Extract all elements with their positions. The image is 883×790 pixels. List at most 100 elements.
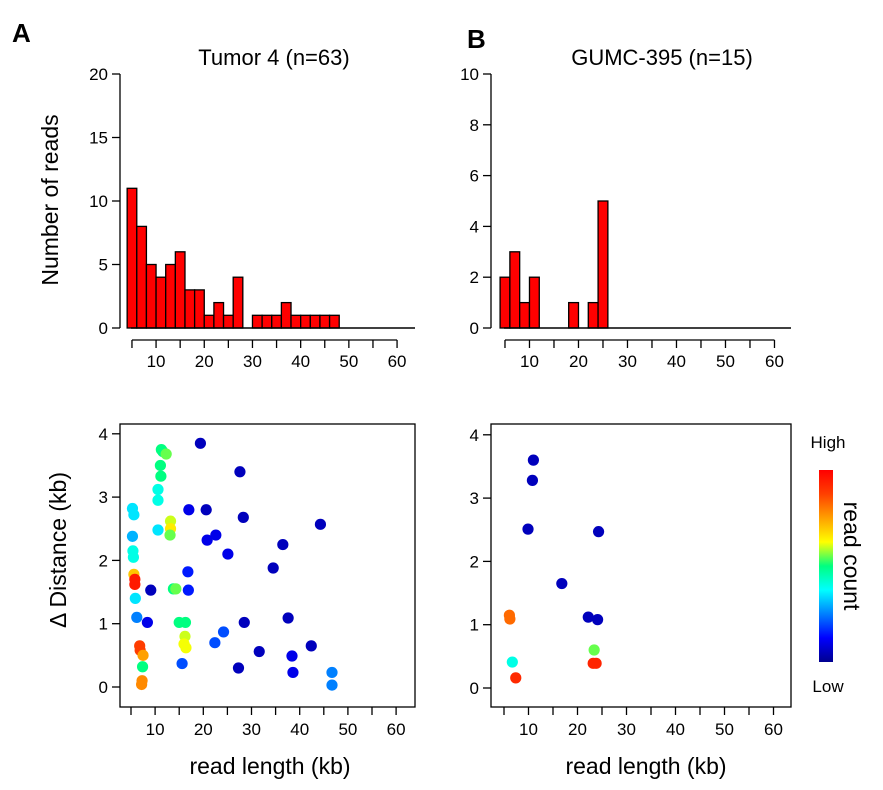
hist-a-y-tick-label: 5	[99, 256, 108, 275]
scatter-a-point	[277, 538, 289, 551]
colorbar-high-label: High	[811, 433, 846, 452]
hist-a-title: Tumor 4 (n=63)	[198, 45, 349, 70]
scatter-a-point	[232, 662, 245, 674]
hist-a-bar	[145, 263, 157, 329]
scatter-a-y-tick-label: 0	[99, 678, 108, 697]
scatter-a-point	[126, 530, 139, 542]
scatter-a-point	[182, 584, 194, 596]
scatter-b-x-tick-label: 40	[666, 720, 685, 739]
colorbar-title: read count	[839, 502, 865, 611]
histogram-tumor4: 0 5 10 15 20 10 20 30 40 50 60	[89, 65, 415, 371]
scatter-a-point	[170, 583, 182, 595]
scatter-b-point	[510, 672, 522, 684]
hist-a-y-tick-label: 15	[89, 129, 108, 148]
scatter-b-xlabel: read length (kb)	[565, 753, 726, 779]
scatter-a-y-tick-label: 2	[99, 551, 108, 570]
histogram-gumc395: 0 2 4 6 8 10 10 20 30 40 50 60	[460, 65, 791, 371]
scatter-a-x-tick-label: 30	[242, 720, 261, 739]
hist-a-bar	[280, 301, 292, 329]
scatter-a-point	[305, 640, 317, 652]
hist-a-bar	[203, 314, 215, 329]
scatter-b-point	[556, 577, 568, 590]
hist-a-bar	[271, 314, 283, 329]
hist-a-bar	[232, 276, 244, 329]
scatter-a-point	[287, 666, 299, 679]
scatter-a-point	[182, 566, 194, 578]
scatter-b-point	[506, 656, 518, 668]
scatter-b-x-tick-label: 10	[519, 720, 538, 739]
scatter-a-point	[201, 534, 213, 546]
scatter-tumor4: 0 1 2 3 4 10 20 30 40 50 60	[99, 423, 416, 739]
scatter-a-point	[152, 483, 164, 496]
colorbar-low-label: Low	[812, 677, 844, 696]
hist-a-bar	[300, 314, 311, 329]
scatter-a-point	[217, 626, 230, 638]
scatter-a-point	[286, 650, 298, 662]
scatter-a-point	[155, 470, 167, 482]
hist-b-y-tick-label: 0	[470, 319, 479, 338]
scatter-b-x-tick-label: 60	[764, 720, 783, 739]
scatter-a-point	[164, 529, 176, 541]
hist-a-x-tick-label: 30	[243, 352, 262, 371]
scatter-a-point	[282, 612, 294, 624]
scatter-a-point	[237, 511, 249, 523]
scatter-b-y-tick-label: 0	[470, 679, 479, 698]
scatter-a-point	[253, 645, 265, 658]
hist-b-y-tick-label: 2	[470, 268, 479, 287]
hist-a-bar	[126, 187, 138, 329]
panel-letter-a: A	[12, 18, 31, 48]
hist-b-x-tick-label: 40	[667, 352, 686, 371]
hist-a-bar	[184, 289, 196, 329]
scatter-a-y-tick-label: 1	[99, 615, 108, 634]
panel-letter-b: B	[467, 24, 486, 54]
hist-a-bar	[193, 289, 205, 329]
hist-a-bar	[174, 251, 186, 329]
hist-b-bar	[528, 276, 540, 329]
hist-b-y-tick-label: 6	[470, 167, 479, 186]
scatter-a-point	[238, 616, 250, 629]
hist-b-y-tick-label: 8	[470, 116, 479, 135]
scatter-a-point	[152, 494, 164, 506]
scatter-a-point	[179, 616, 192, 629]
scatter-a-point	[128, 509, 140, 521]
hist-a-bar	[309, 314, 321, 329]
scatter-a-point	[180, 642, 192, 654]
hist-b-x-tick-label: 10	[520, 352, 539, 371]
hist-a-bar	[319, 314, 331, 329]
scatter-a-point	[129, 592, 141, 604]
hist-b-y-tick-label: 4	[470, 217, 479, 236]
scatter-a-y-tick-label: 4	[99, 425, 108, 444]
scatter-a-x-tick-label: 50	[338, 720, 357, 739]
scatter-b-point	[582, 611, 594, 623]
hist-a-bar	[165, 263, 176, 329]
hist-a-x-tick-label: 50	[339, 352, 358, 371]
scatter-a-point	[136, 661, 149, 673]
scatter-a-point	[210, 529, 222, 541]
hist-a-y-tick-label: 10	[89, 192, 108, 211]
scatter-b-point	[504, 613, 516, 625]
scatter-b-x-tick-label: 20	[568, 720, 587, 739]
scatter-a-point	[137, 649, 149, 661]
scatter-a-point	[152, 524, 164, 536]
scatter-b-y-tick-label: 1	[470, 616, 479, 635]
hist-a-x-tick-label: 60	[388, 352, 407, 371]
scatter-a-point	[267, 562, 279, 574]
scatter-b-point	[527, 454, 540, 466]
scatter-a-point	[160, 448, 172, 460]
scatter-b-point	[592, 526, 605, 538]
scatter-a-point	[176, 657, 188, 670]
scatter-a-point	[200, 504, 212, 516]
hist-a-bar	[328, 314, 340, 329]
scatter-a-y-tick-label: 3	[99, 488, 108, 507]
scatter-a-point	[194, 437, 207, 449]
scatter-a-point	[127, 551, 140, 563]
scatter-a-point	[222, 548, 234, 560]
scatter-b-point	[522, 523, 534, 535]
hist-a-bar	[222, 314, 234, 329]
colorbar-gradient	[819, 470, 833, 662]
scatter-a-point	[326, 666, 338, 679]
hist-a-bar	[251, 314, 263, 329]
hist-b-bar	[519, 301, 531, 329]
scatter-a-x-tick-label: 60	[387, 720, 406, 739]
scatter-a-point	[141, 616, 153, 629]
